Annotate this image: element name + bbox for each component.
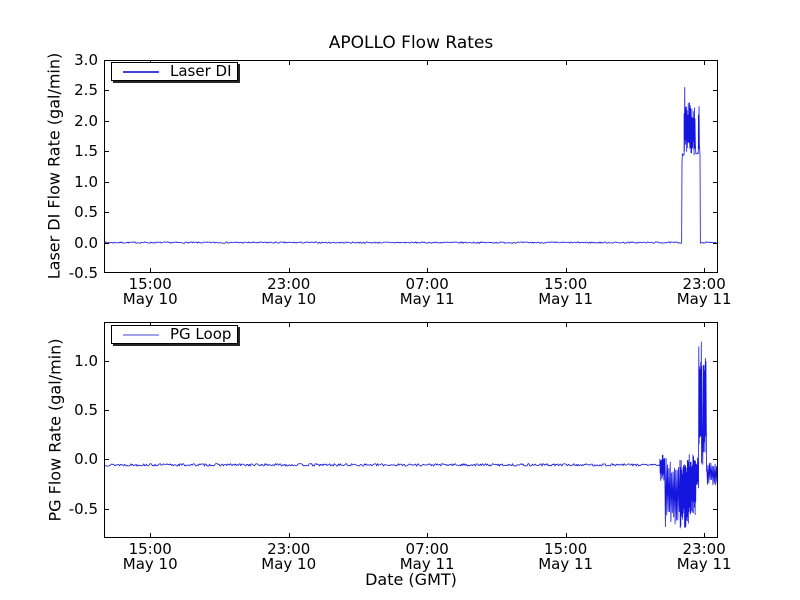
bottom-legend: PG Loop [111, 325, 238, 344]
x-tick-date: May 11 [676, 555, 732, 573]
x-tick-time: 07:00 [405, 540, 449, 558]
y-tick-label: 0.0 [74, 450, 98, 469]
x-tick-date: May 10 [261, 290, 317, 308]
axes-frame [104, 60, 718, 273]
y-tick-label: 0.5 [74, 203, 98, 222]
x-tick-time: 07:00 [405, 275, 449, 293]
x-tick-date: May 11 [399, 290, 455, 308]
y-tick-label: 1.0 [74, 172, 98, 191]
x-tick-date: May 11 [538, 555, 594, 573]
x-tick-time: 15:00 [544, 540, 588, 558]
laser-di-legend-line-icon [123, 70, 159, 73]
x-tick-time: 23:00 [267, 275, 311, 293]
x-tick-date: May 11 [676, 290, 732, 308]
y-tick-label: -0.5 [68, 499, 98, 518]
top-legend: Laser DI [111, 62, 238, 81]
y-tick-label: 0.0 [74, 233, 98, 252]
axes-frame [104, 322, 718, 538]
x-tick-time: 23:00 [682, 540, 726, 558]
x-tick-time: 23:00 [267, 540, 311, 558]
laser-di-legend-label: Laser DI [170, 62, 232, 80]
x-tick-time: 15:00 [128, 275, 172, 293]
x-tick-time: 15:00 [128, 540, 172, 558]
chart-title: APOLLO Flow Rates [328, 33, 494, 53]
x-tick-time: 23:00 [682, 275, 726, 293]
x-tick-label: 15:00 May 10 [100, 277, 200, 307]
x-tick-label: 23:00 May 11 [654, 277, 754, 307]
laser-di-line [104, 86, 718, 244]
x-tick-label: 23:00 May 10 [239, 542, 339, 572]
y-tick-label: 1.0 [74, 352, 98, 371]
x-tick-date: May 11 [538, 290, 594, 308]
y-tick-label: 1.5 [74, 142, 98, 161]
pg-loop-legend-line-icon [123, 333, 159, 336]
y-tick-label: 2.5 [74, 81, 98, 100]
pg-loop-legend-label: PG Loop [170, 325, 232, 343]
x-tick-date: May 11 [399, 555, 455, 573]
x-axis-label: Date (GMT) [365, 570, 457, 589]
x-tick-time: 15:00 [544, 275, 588, 293]
y-tick-label: 3.0 [74, 51, 98, 69]
y-tick-label: 0.5 [74, 401, 98, 420]
pg-loop-line [104, 341, 718, 529]
x-tick-label: 15:00 May 11 [516, 277, 616, 307]
x-tick-date: May 10 [261, 555, 317, 573]
x-tick-label: 23:00 May 10 [239, 277, 339, 307]
x-tick-label: 07:00 May 11 [377, 542, 477, 572]
x-tick-date: May 10 [122, 555, 178, 573]
x-tick-date: May 10 [122, 290, 178, 308]
x-tick-label: 15:00 May 11 [516, 542, 616, 572]
x-tick-label: 15:00 May 10 [100, 542, 200, 572]
x-tick-label: 23:00 May 11 [654, 542, 754, 572]
x-tick-label: 07:00 May 11 [377, 277, 477, 307]
laser-di-plot [104, 60, 718, 273]
y-tick-label: 2.0 [74, 111, 98, 130]
pg-loop-plot [104, 322, 718, 538]
y-tick-label: -0.5 [68, 264, 98, 282]
